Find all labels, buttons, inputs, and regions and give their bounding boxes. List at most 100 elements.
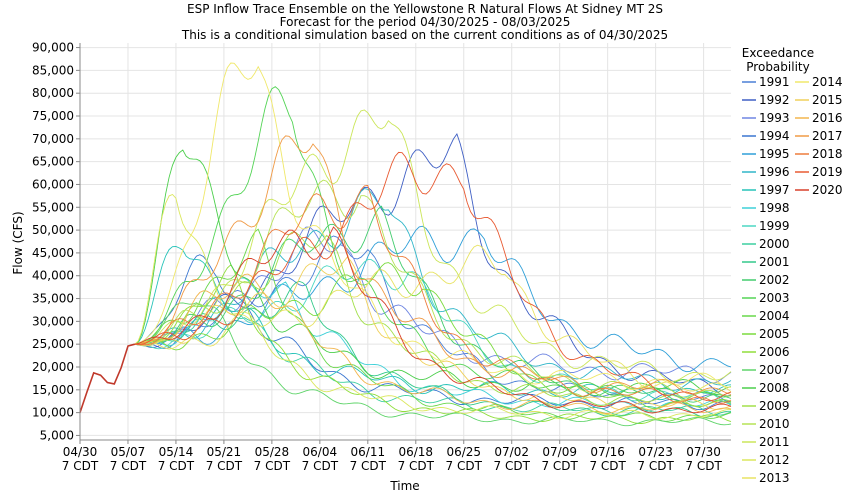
- series-line-1999: [134, 259, 732, 405]
- legend-item-1999: 1999: [759, 219, 790, 233]
- series-layer: [134, 62, 732, 427]
- legend-item-1998: 1998: [759, 201, 790, 215]
- y-tick-label: 45,000: [32, 246, 74, 260]
- x-tick-label-time: 7 CDT: [398, 459, 435, 473]
- y-tick-label: 70,000: [32, 132, 74, 146]
- chart-title: ESP Inflow Trace Ensemble on the Yellows…: [187, 2, 663, 16]
- legend-item-1996: 1996: [759, 165, 790, 179]
- y-tick-label: 85,000: [32, 63, 74, 77]
- y-tick-label: 30,000: [32, 314, 74, 328]
- x-tick-label: 06/25: [446, 445, 481, 459]
- x-tick-label: 06/18: [398, 445, 433, 459]
- legend-title-1: Exceedance: [742, 46, 814, 60]
- legend-item-2000: 2000: [759, 237, 790, 251]
- x-tick-label-time: 7 CDT: [158, 459, 195, 473]
- y-tick-label: 15,000: [32, 383, 74, 397]
- chart-subtitle-2: This is a conditional simulation based o…: [181, 28, 668, 42]
- legend-item-2003: 2003: [759, 291, 790, 305]
- series-line-2001: [134, 280, 731, 418]
- observed-flow-line: [79, 343, 136, 413]
- series-line-2020: [134, 226, 732, 414]
- x-tick-label: 07/23: [638, 445, 673, 459]
- x-tick-label-time: 7 CDT: [62, 459, 99, 473]
- series-line-2018: [134, 184, 732, 404]
- legend-item-2020: 2020: [812, 183, 843, 197]
- y-tick-label: 35,000: [32, 292, 74, 306]
- legend-item-1992: 1992: [759, 93, 790, 107]
- y-tick-label: 50,000: [32, 223, 74, 237]
- plot-area: [80, 43, 731, 440]
- series-line-1992: [134, 133, 732, 397]
- x-tick-label: 07/02: [494, 445, 529, 459]
- y-tick-label: 80,000: [32, 86, 74, 100]
- x-tick-label-time: 7 CDT: [494, 459, 531, 473]
- series-line-2011: [134, 109, 732, 382]
- y-tick-label: 40,000: [32, 269, 74, 283]
- x-tick-label-time: 7 CDT: [446, 459, 483, 473]
- series-line-1996: [134, 188, 732, 391]
- x-tick-label: 06/04: [303, 445, 338, 459]
- chart-subtitle-1: Forecast for the period 04/30/2025 - 08/…: [280, 15, 571, 29]
- legend-item-2001: 2001: [759, 255, 790, 269]
- x-tick-label-time: 7 CDT: [589, 459, 626, 473]
- y-tick-label: 10,000: [32, 406, 74, 420]
- legend-item-2017: 2017: [812, 129, 843, 143]
- series-line-2017: [134, 135, 732, 395]
- x-tick-label: 04/30: [63, 445, 98, 459]
- x-tick-label-time: 7 CDT: [110, 459, 147, 473]
- x-tick-label: 07/30: [686, 445, 721, 459]
- legend-item-1995: 1995: [759, 147, 790, 161]
- legend-item-2002: 2002: [759, 273, 790, 287]
- legend-item-2008: 2008: [759, 381, 790, 395]
- x-tick-label: 05/07: [111, 445, 146, 459]
- x-tick-label-time: 7 CDT: [541, 459, 578, 473]
- x-tick-label: 07/09: [542, 445, 577, 459]
- series-line-2014: [134, 62, 732, 390]
- x-tick-label: 07/16: [590, 445, 625, 459]
- legend-item-2012: 2012: [759, 453, 790, 467]
- legend-item-2004: 2004: [759, 309, 790, 323]
- legend-item-1997: 1997: [759, 183, 790, 197]
- y-tick-label: 25,000: [32, 337, 74, 351]
- observed-layer: [79, 343, 136, 413]
- x-tick-label: 06/11: [351, 445, 386, 459]
- x-tick-label-time: 7 CDT: [254, 459, 291, 473]
- plot-background: [80, 43, 731, 440]
- x-tick-label: 05/28: [255, 445, 290, 459]
- legend-item-2007: 2007: [759, 363, 790, 377]
- legend-item-2011: 2011: [759, 435, 790, 449]
- legend-item-2018: 2018: [812, 147, 843, 161]
- y-tick-label: 90,000: [32, 41, 74, 55]
- y-axis-ticks: 5,000 10,000 15,000 20,000 25,000 30,000 35,00…: [32, 41, 80, 442]
- legend-item-2006: 2006: [759, 345, 790, 359]
- legend-item-2015: 2015: [812, 93, 843, 107]
- y-tick-label: 55,000: [32, 200, 74, 214]
- legend-item-2010: 2010: [759, 417, 790, 431]
- legend-item-2005: 2005: [759, 327, 790, 341]
- x-tick-label-time: 7 CDT: [206, 459, 243, 473]
- x-axis-label: Time: [389, 479, 419, 493]
- series-line-2016: [134, 273, 732, 414]
- series-line-2009: [134, 231, 732, 408]
- x-tick-label-time: 7 CDT: [302, 459, 339, 473]
- y-tick-label: 75,000: [32, 109, 74, 123]
- x-tick-label: 05/21: [207, 445, 242, 459]
- x-tick-label-time: 7 CDT: [350, 459, 387, 473]
- series-line-2019: [134, 151, 732, 402]
- legend: 1991 1992 1993 1994 1995 1996 1997 1998 1999 2000…: [742, 75, 843, 485]
- x-tick-label: 05/14: [159, 445, 194, 459]
- legend-item-1993: 1993: [759, 111, 790, 125]
- series-line-1997: [134, 246, 732, 401]
- legend-item-2016: 2016: [812, 111, 843, 125]
- series-line-2012: [134, 193, 731, 420]
- x-tick-label-time: 7 CDT: [637, 459, 674, 473]
- y-tick-label: 65,000: [32, 155, 74, 169]
- x-tick-label-time: 7 CDT: [685, 459, 722, 473]
- legend-item-2019: 2019: [812, 165, 843, 179]
- series-line-2003: [134, 86, 732, 402]
- y-tick-label: 5,000: [40, 428, 74, 442]
- legend-item-1991: 1991: [759, 75, 790, 89]
- y-tick-label: 60,000: [32, 177, 74, 191]
